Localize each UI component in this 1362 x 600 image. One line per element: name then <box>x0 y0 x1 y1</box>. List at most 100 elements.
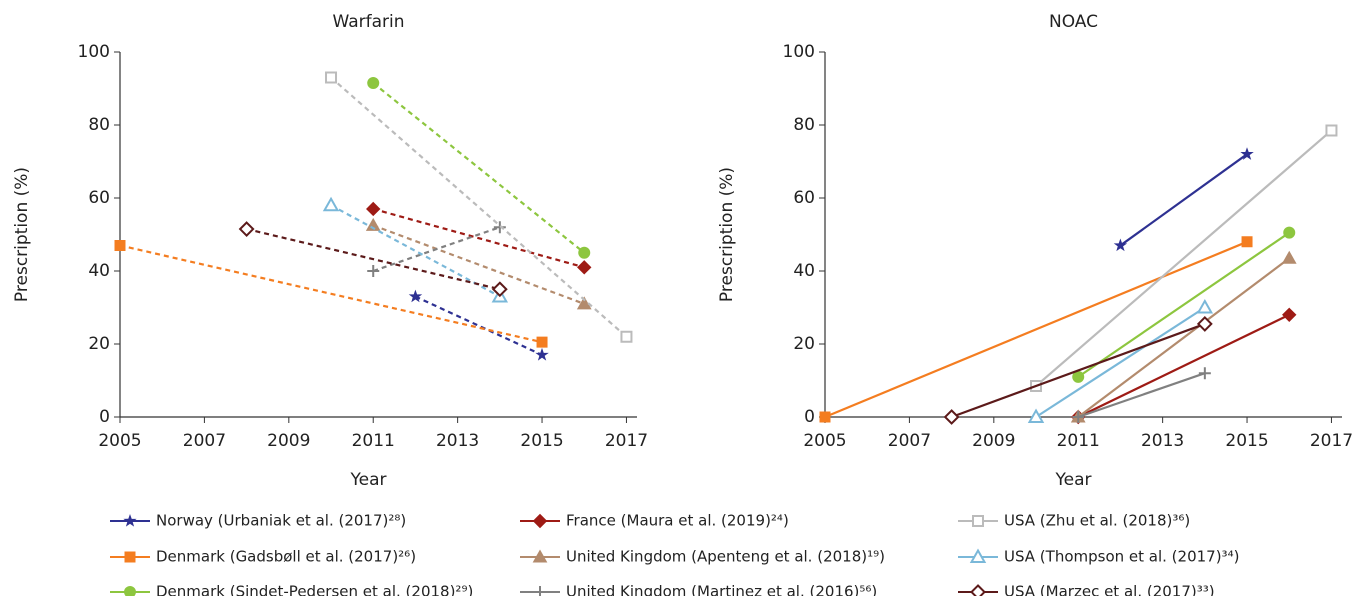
legend-marker <box>532 513 548 529</box>
legend-marker <box>123 513 137 527</box>
marker <box>535 347 549 361</box>
y-axis-label: Prescription (%) <box>717 167 737 302</box>
marker <box>238 221 255 237</box>
marker <box>1282 307 1297 323</box>
series-line <box>1077 231 1290 378</box>
series-line <box>372 82 585 254</box>
x-tick-label: 2005 <box>98 431 141 451</box>
y-tick-label: 60 <box>88 188 110 208</box>
x-tick-label: 2009 <box>972 431 1015 451</box>
legend-entry: France (Maura et al. (2019)²⁴) <box>566 512 789 530</box>
y-tick-label: 80 <box>88 115 110 135</box>
marker <box>493 221 506 234</box>
series-line <box>1077 257 1290 418</box>
series-line <box>1035 129 1333 387</box>
x-tick-label: 2015 <box>1225 431 1268 451</box>
x-axis-label: Year <box>1055 470 1092 490</box>
marker <box>1198 367 1211 380</box>
series-line <box>1077 372 1206 419</box>
x-tick-label: 2009 <box>267 431 310 451</box>
y-axis-label: Prescription (%) <box>12 167 32 302</box>
marker <box>578 246 591 259</box>
y-tick-label: 20 <box>88 334 110 354</box>
x-tick-label: 2005 <box>803 431 846 451</box>
y-tick-label: 20 <box>793 334 815 354</box>
marker <box>1283 226 1296 239</box>
x-tick-label: 2017 <box>1310 431 1353 451</box>
legend-marker <box>972 515 984 527</box>
marker <box>1027 408 1045 423</box>
x-tick-label: 2011 <box>352 431 395 451</box>
marker <box>322 196 340 212</box>
y-tick-label: 80 <box>793 115 815 135</box>
legend-marker <box>969 548 987 563</box>
legend-entry: USA (Marzec et al. (2017)³³) <box>1004 583 1215 597</box>
series-line <box>951 322 1206 419</box>
marker <box>1281 250 1297 264</box>
legend-marker <box>124 551 136 563</box>
legend-marker <box>124 586 136 598</box>
marker <box>1113 238 1128 252</box>
y-tick-label: 100 <box>78 42 110 62</box>
legend-entry: Denmark (Sindet-Pedersen et al. (2018)²⁹… <box>156 583 473 597</box>
marker <box>114 239 126 251</box>
series-line <box>246 227 501 291</box>
x-axis-label: Year <box>350 470 387 490</box>
marker <box>1196 298 1214 314</box>
series-line <box>1077 313 1290 418</box>
series-line <box>119 244 543 344</box>
marker <box>620 330 633 343</box>
y-tick-label: 60 <box>793 188 815 208</box>
marker <box>491 281 508 298</box>
marker <box>943 409 960 425</box>
x-tick-label: 2013 <box>1141 431 1184 451</box>
marker <box>1241 236 1253 248</box>
series-line <box>372 207 585 269</box>
marker <box>365 217 381 231</box>
legend-entry: Norway (Urbaniak et al. (2017)²⁸) <box>156 512 406 530</box>
marker <box>819 411 831 423</box>
legend-marker <box>970 584 986 600</box>
series-line <box>372 226 501 273</box>
chart-title: Warfarin <box>332 12 404 32</box>
series-line <box>824 240 1248 419</box>
legend-entry: Denmark (Gadsbøll et al. (2017)²⁶) <box>156 548 416 566</box>
marker <box>366 201 381 217</box>
marker <box>367 77 380 90</box>
marker <box>576 296 592 310</box>
legend-entry: USA (Zhu et al. (2018)³⁶) <box>1004 512 1190 530</box>
series-line <box>372 224 585 305</box>
series-line <box>1119 153 1248 247</box>
marker <box>536 336 548 348</box>
x-tick-label: 2011 <box>1057 431 1100 451</box>
marker <box>1325 124 1338 137</box>
y-tick-label: 40 <box>793 261 815 281</box>
series-line <box>414 295 543 356</box>
legend-marker <box>532 549 548 563</box>
x-tick-label: 2007 <box>183 431 226 451</box>
series-line <box>330 204 501 298</box>
x-tick-label: 2007 <box>888 431 931 451</box>
series-line <box>1035 306 1206 418</box>
legend-entry: United Kingdom (Martinez et al. (2016)⁵⁶… <box>566 583 877 597</box>
marker <box>1240 147 1254 160</box>
marker <box>1196 316 1213 332</box>
legend-entry: United Kingdom (Apenteng et al. (2018)¹⁹… <box>566 548 885 566</box>
marker <box>577 260 592 275</box>
x-tick-label: 2017 <box>605 431 648 451</box>
marker <box>1072 411 1085 423</box>
legend-marker <box>534 586 546 598</box>
y-tick-label: 0 <box>99 407 110 427</box>
legend-entry: USA (Thompson et al. (2017)³⁴) <box>1004 548 1239 566</box>
marker <box>325 71 338 84</box>
x-tick-label: 2013 <box>436 431 479 451</box>
y-tick-label: 40 <box>88 261 110 281</box>
series-line <box>330 76 628 338</box>
x-tick-label: 2015 <box>520 431 563 451</box>
y-tick-label: 0 <box>804 407 815 427</box>
y-tick-label: 100 <box>783 42 815 62</box>
marker <box>367 265 380 277</box>
chart-title: NOAC <box>1049 12 1098 32</box>
marker <box>408 289 423 303</box>
